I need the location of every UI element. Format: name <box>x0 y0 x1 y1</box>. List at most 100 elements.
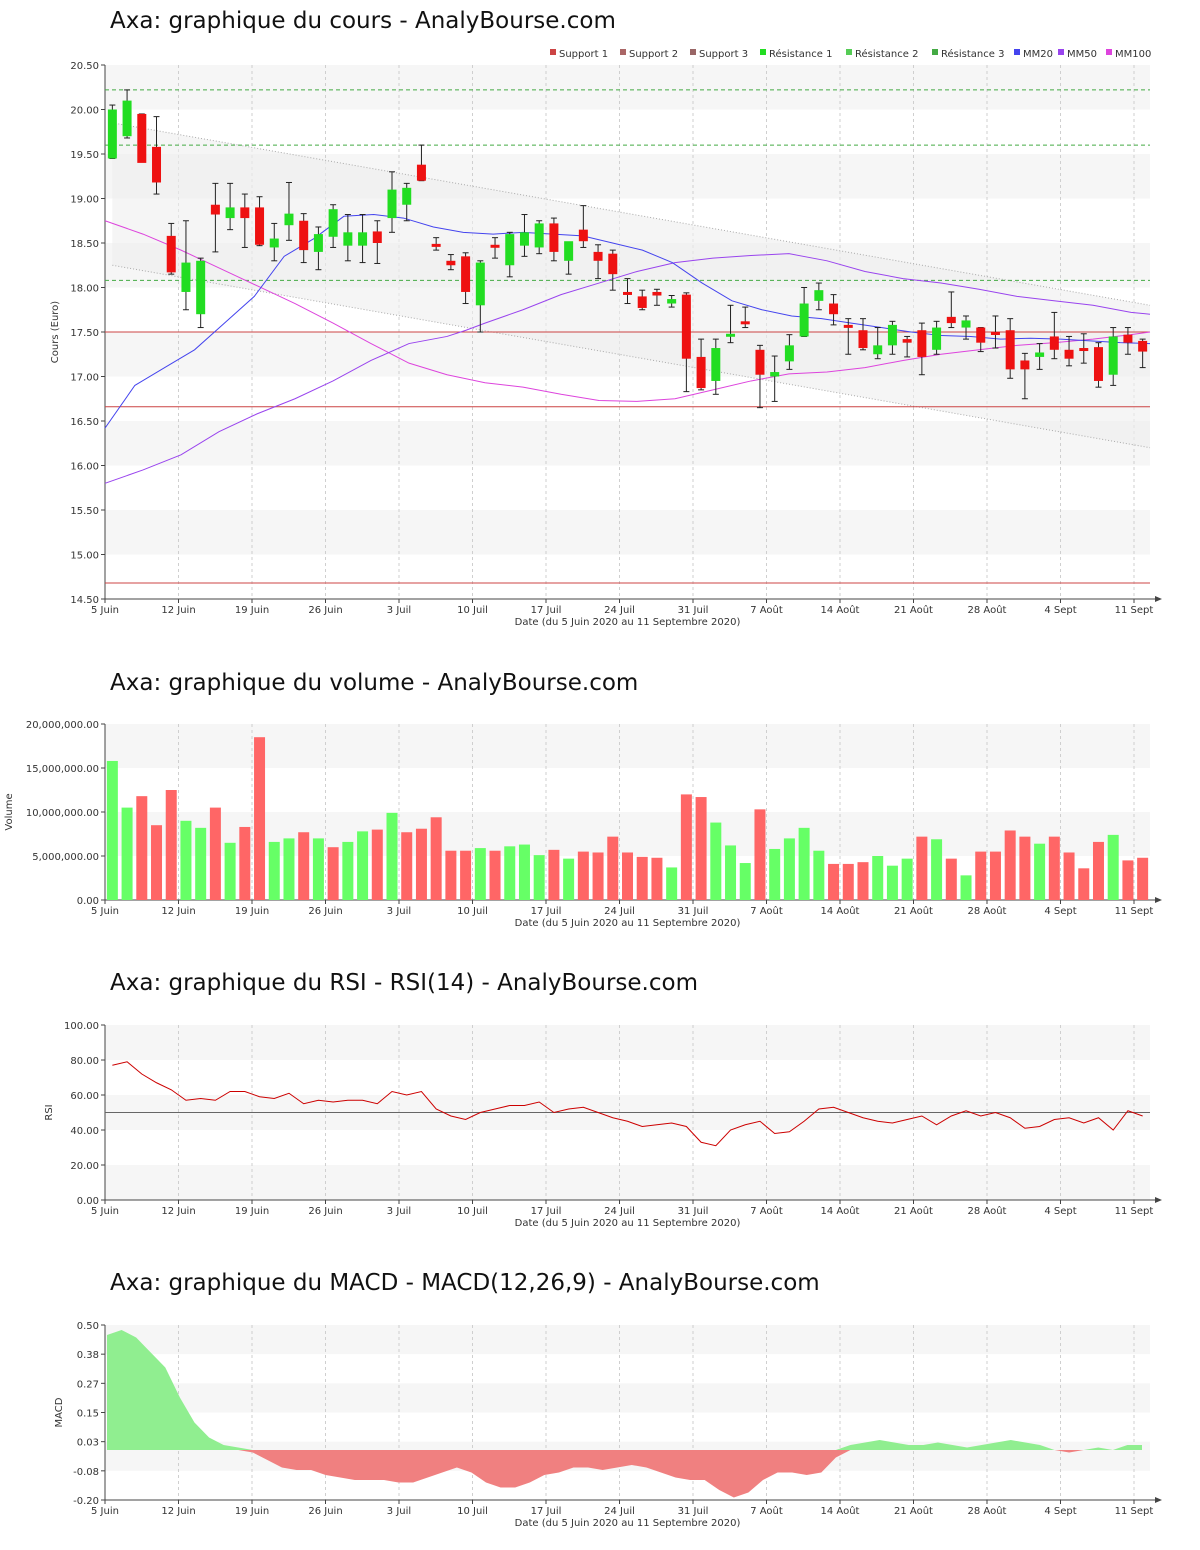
x-tick-label: 7 Août <box>750 905 783 917</box>
candle-body <box>1138 340 1148 352</box>
x-tick-label: 5 Juin <box>91 906 119 917</box>
candle-body <box>431 243 441 247</box>
y-axis-label: Cours (Euro) <box>50 301 61 364</box>
legend-swatch <box>550 49 556 55</box>
candle-body <box>814 290 824 301</box>
volume-bar <box>1048 836 1060 900</box>
candle-body <box>784 345 794 362</box>
mm100-line <box>104 220 1151 402</box>
x-tick-label: 21 Août <box>894 1505 933 1517</box>
x-tick-label: 26 Juin <box>308 1506 342 1517</box>
y-tick-label: 0.50 <box>77 1321 99 1332</box>
candle-body <box>667 299 677 304</box>
legend-label: MM50 <box>1067 49 1097 60</box>
x-tick-label: 26 Juin <box>308 906 342 917</box>
candle-body <box>1108 336 1118 375</box>
candle-body <box>166 235 176 273</box>
candle-body <box>122 100 132 137</box>
volume-bar <box>842 863 854 900</box>
x-tick-label: 5 Juin <box>91 1506 119 1517</box>
volume-bar <box>872 856 884 900</box>
y-tick-label: 20.50 <box>70 61 99 72</box>
candle-body <box>299 220 309 251</box>
volume-bar <box>401 832 413 900</box>
y-tick-label: 20.00 <box>70 106 99 117</box>
x-tick-label: 12 Juin <box>161 906 195 917</box>
candle-body <box>475 262 485 306</box>
volume-bar <box>769 848 781 900</box>
candle-body <box>107 109 117 159</box>
candle-body <box>1035 352 1045 357</box>
background-band <box>105 510 1150 555</box>
candle-body <box>240 207 250 219</box>
volume-bar <box>298 832 310 900</box>
volume-bar <box>460 850 472 900</box>
y-tick-label: 14.50 <box>70 595 99 606</box>
legend-label: MM20 <box>1023 49 1053 60</box>
x-tick-label: 12 Juin <box>161 605 195 616</box>
candle-body <box>740 321 750 325</box>
candle-body <box>593 251 603 261</box>
x-tick-label: 31 Juil <box>678 1206 709 1217</box>
x-tick-label: 3 Juil <box>387 605 411 616</box>
candle-body <box>372 231 382 243</box>
volume-bar <box>195 827 207 900</box>
x-tick-label: 11 Sept <box>1115 605 1154 616</box>
candle-body <box>770 372 780 377</box>
candle-body <box>902 339 912 343</box>
x-tick-label: 14 Août <box>821 1505 860 1517</box>
volume-bar <box>577 851 589 900</box>
volume-bar <box>371 829 383 900</box>
volume-bar <box>901 858 913 900</box>
x-tick-label: 24 Juil <box>604 1206 635 1217</box>
mm20-line <box>104 214 1151 429</box>
y-tick-label: 15.00 <box>70 551 99 562</box>
volume-bar <box>474 848 486 900</box>
volume-chart-title: Axa: graphique du volume - AnalyBourse.c… <box>110 670 639 696</box>
volume-bar <box>1092 841 1104 900</box>
y-tick-label: 5,000,000.00 <box>32 852 99 863</box>
volume-bar <box>1137 857 1149 900</box>
candle-body <box>976 327 986 343</box>
candle-body <box>255 207 265 245</box>
x-tick-label: 17 Juil <box>531 1506 562 1517</box>
x-tick-label: 12 Juin <box>161 1506 195 1517</box>
x-tick-label: 31 Juil <box>678 605 709 616</box>
volume-bar <box>180 820 192 900</box>
volume-bar <box>342 841 354 900</box>
x-tick-label: 3 Juil <box>387 1206 411 1217</box>
volume-bar <box>857 862 869 900</box>
candle-body <box>181 262 191 292</box>
volume-bar <box>224 842 236 900</box>
background-band <box>105 1025 1150 1060</box>
candle-body <box>1064 349 1074 359</box>
volume-bar <box>151 825 163 900</box>
volume-bar <box>430 817 442 900</box>
x-tick-label: 14 Août <box>821 905 860 917</box>
y-tick-label: 20,000,000.00 <box>26 720 99 731</box>
y-tick-label: 100.00 <box>64 1021 99 1032</box>
candle-body <box>946 316 956 324</box>
volume-bar <box>136 796 148 900</box>
y-tick-label: 16.50 <box>70 417 99 428</box>
candle-body <box>446 260 456 266</box>
x-tick-label: 31 Juil <box>678 906 709 917</box>
volume-bar <box>783 838 795 900</box>
volume-bar <box>445 850 457 900</box>
candle-body <box>696 356 706 389</box>
candle-body <box>549 223 559 252</box>
candle-body <box>843 324 853 328</box>
x-tick-label: 5 Juin <box>91 1206 119 1217</box>
x-tick-label: 3 Juil <box>387 906 411 917</box>
x-tick-label: 4 Sept <box>1044 1206 1076 1217</box>
x-tick-label: 19 Juin <box>235 1206 269 1217</box>
mm50-line <box>104 253 1151 484</box>
background-band <box>105 65 1150 110</box>
y-axis-label: Volume <box>4 793 15 830</box>
candle-body <box>313 234 323 252</box>
legend-swatch <box>932 49 938 55</box>
y-tick-label: 0.15 <box>77 1409 99 1420</box>
x-tick-label: 11 Sept <box>1115 1506 1154 1517</box>
candle-body <box>519 232 529 246</box>
volume-bar <box>1063 852 1075 900</box>
